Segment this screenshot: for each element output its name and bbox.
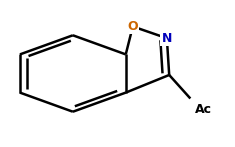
Text: N: N (162, 32, 172, 45)
Text: Ac: Ac (195, 103, 212, 116)
Text: O: O (127, 20, 138, 33)
